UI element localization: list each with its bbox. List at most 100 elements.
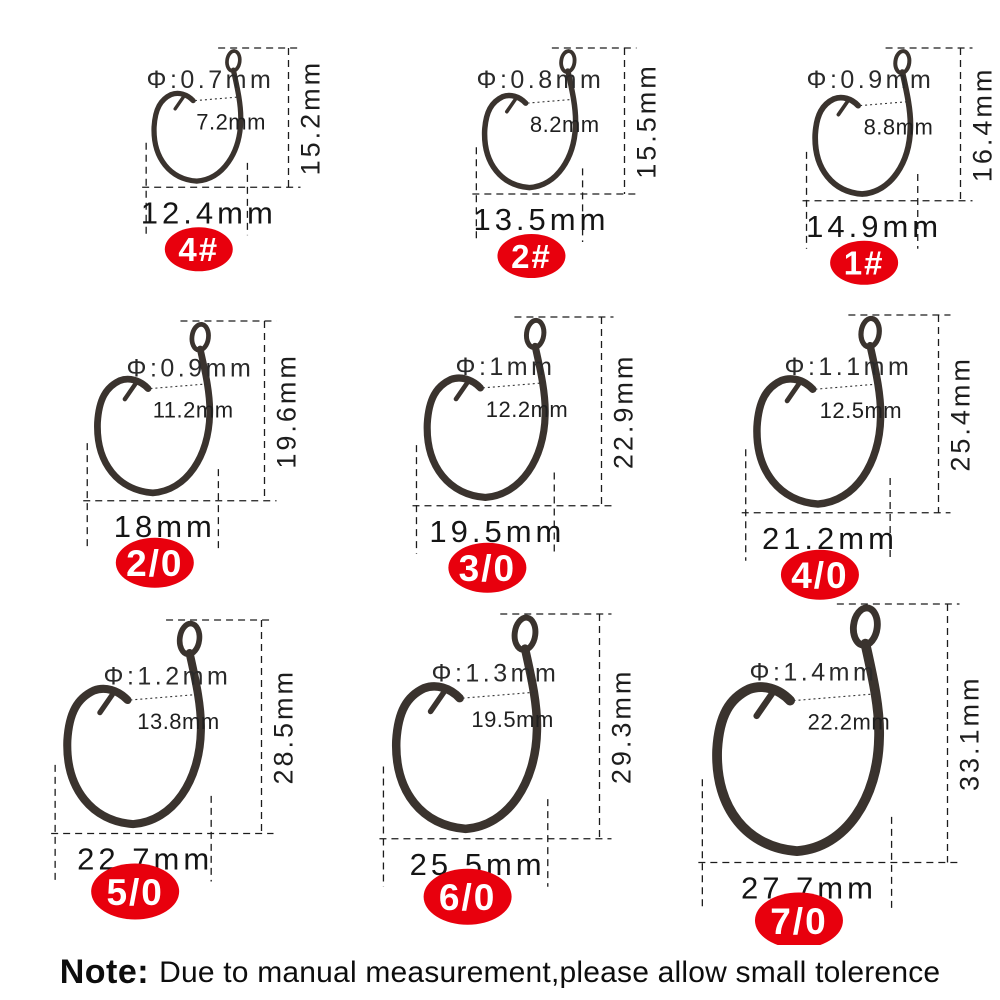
width-label: 13.5mm: [473, 202, 609, 237]
hook-panel-5: 12.2mm 22.9mm 19.5mm Φ:1mm 3/0: [333, 295, 666, 600]
hook-panel-9: 22.2mm 33.1mm 27.7mm Φ:1.4mm 7/0: [666, 600, 1000, 945]
hook-body: [481, 68, 579, 191]
hook-body: [712, 638, 885, 857]
diameter-label: Φ:1.3mm: [432, 659, 560, 687]
gap-measure-line: [793, 693, 877, 702]
height-label: 29.3mm: [607, 669, 637, 785]
hook-body: [753, 341, 885, 508]
size-badge-label: 6/0: [439, 877, 496, 918]
fishhook-image: [753, 315, 885, 508]
size-badge-label: 5/0: [106, 872, 163, 913]
gap-label: 8.8mm: [864, 115, 934, 140]
hook-barb: [122, 380, 139, 402]
hook-figure: 8.2mm 15.5mm 13.5mm Φ:0.8mm 2#: [472, 47, 662, 278]
hook-panel-7: 13.8mm 28.5mm 22.7mm Φ:1.2mm 5/0: [0, 600, 333, 945]
size-badge: [115, 537, 194, 588]
gap-label: 7.2mm: [196, 110, 266, 135]
diameter-label: Φ:0.8mm: [477, 66, 605, 94]
hook-barb: [753, 688, 777, 720]
fishhook-image: [151, 49, 244, 184]
height-label: 15.2mm: [296, 60, 326, 176]
hook-barb: [453, 379, 471, 402]
hook-barb: [97, 690, 117, 716]
hook-body: [392, 644, 542, 834]
hook-figure: 8.8mm 16.4mm 14.9mm Φ:0.9mm 1#: [802, 47, 998, 285]
size-badge: [754, 892, 843, 945]
hook-figure: 11.2mm 19.6mm 18mm Φ:0.9mm 2/0: [83, 320, 302, 588]
hook-barb: [784, 380, 803, 404]
fishhook-image: [712, 604, 885, 857]
hook-barb: [173, 94, 186, 111]
width-label: 18mm: [114, 509, 216, 544]
hook-panel-6: 12.5mm 25.4mm 21.2mm Φ:1.1mm 4/0: [666, 295, 1000, 600]
size-badge: [423, 868, 512, 925]
height-label: 33.1mm: [955, 675, 985, 791]
hook-body: [423, 342, 549, 502]
size-badge-label: 1#: [844, 245, 885, 282]
size-badge: [164, 227, 233, 272]
hook-figure: 12.2mm 22.9mm 19.5mm Φ:1mm 3/0: [412, 316, 639, 593]
diameter-label: Φ:0.9mm: [807, 66, 935, 94]
height-label: 28.5mm: [269, 669, 299, 785]
hook-body: [151, 67, 244, 184]
gap-measure-line: [482, 382, 544, 389]
size-badge: [830, 240, 899, 285]
size-badge: [448, 542, 527, 593]
hook-panel-4: 11.2mm 19.6mm 18mm Φ:0.9mm 2/0: [0, 295, 333, 600]
diameter-label: Φ:1.1mm: [785, 353, 913, 381]
size-badge-label: 2#: [511, 238, 552, 275]
gap-measure-line: [860, 101, 909, 107]
gap-label: 22.2mm: [808, 710, 890, 735]
gap-label: 12.2mm: [486, 397, 568, 422]
fishhook-image: [94, 321, 214, 497]
hook-panel-3: 8.8mm 16.4mm 14.9mm Φ:0.9mm 1#: [666, 0, 1000, 295]
diameter-label: Φ:0.9mm: [127, 354, 255, 382]
hook-panel-1: 7.2mm 15.2mm 12.4mm Φ:0.7mm 4#: [0, 0, 333, 295]
hook-panel-2: 8.2mm 15.5mm 13.5mm Φ:0.8mm 2#: [333, 0, 666, 295]
size-badge-label: 3/0: [459, 548, 516, 589]
diameter-label: Φ:1.4mm: [750, 658, 878, 686]
width-label: 12.4mm: [141, 195, 277, 230]
diameter-label: Φ:0.7mm: [147, 66, 275, 94]
gap-label: 8.2mm: [530, 112, 600, 137]
width-label: 14.9mm: [806, 209, 942, 244]
gap-measure-line: [815, 383, 879, 390]
diameter-label: Φ:1mm: [456, 353, 556, 381]
hook-barb: [427, 688, 448, 715]
fishhook-image: [423, 317, 549, 502]
note-bar: Note: Due to manual measurement,please a…: [0, 945, 1000, 1000]
gap-label: 11.2mm: [153, 398, 234, 423]
hook-figure: 7.2mm 15.2mm 12.4mm Φ:0.7mm 4#: [141, 47, 326, 272]
hook-barb: [505, 96, 518, 114]
gap-measure-line: [462, 691, 535, 699]
hook-grid: 7.2mm 15.2mm 12.4mm Φ:0.7mm 4# 8.2mm 15.5mm 13.…: [0, 0, 1000, 945]
gap-label: 19.5mm: [471, 707, 553, 732]
size-badge-label: 4#: [178, 231, 219, 268]
size-badge-label: 4/0: [791, 555, 848, 596]
height-label: 15.5mm: [632, 63, 662, 179]
fishhook-image: [812, 49, 914, 197]
width-label: 21.2mm: [762, 521, 898, 556]
note-text: Due to manual measurement,please allow s…: [159, 955, 941, 989]
size-badge-label: 7/0: [770, 901, 827, 942]
hook-body: [94, 345, 214, 497]
fishhook-image: [392, 614, 542, 834]
width-label: 19.5mm: [429, 514, 565, 549]
hook-panel-8: 19.5mm 29.3mm 25.5mm Φ:1.3mm 6/0: [333, 600, 666, 945]
hook-figure: 12.5mm 25.4mm 21.2mm Φ:1.1mm 4/0: [741, 314, 976, 600]
height-label: 19.6mm: [272, 353, 302, 469]
fishhook-image: [63, 620, 205, 829]
size-badge: [91, 863, 180, 920]
hook-body: [812, 69, 914, 197]
height-label: 22.9mm: [609, 354, 639, 470]
size-badge-label: 2/0: [126, 543, 183, 584]
gap-measure-line: [194, 96, 240, 102]
gap-measure-line: [150, 383, 208, 390]
gap-measure-line: [130, 693, 199, 701]
diameter-label: Φ:1.2mm: [104, 662, 232, 690]
size-badge: [780, 549, 859, 600]
